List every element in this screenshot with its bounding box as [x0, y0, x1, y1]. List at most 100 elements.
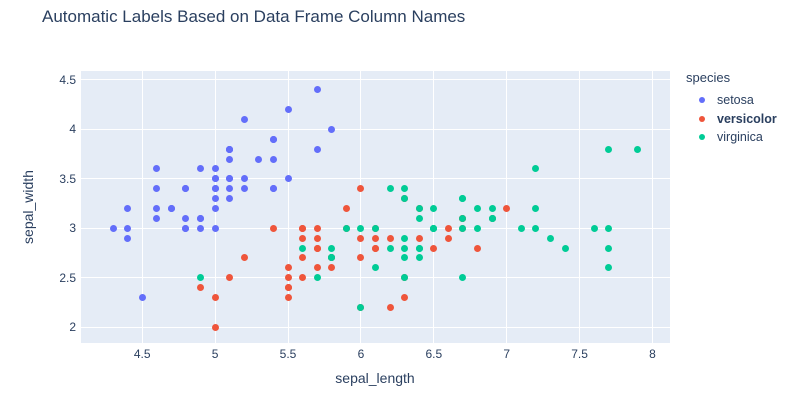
data-point-virginica[interactable]	[517, 224, 525, 232]
data-point-virginica[interactable]	[605, 264, 613, 272]
data-point-virginica[interactable]	[459, 214, 467, 222]
data-point-setosa[interactable]	[182, 185, 190, 193]
data-point-setosa[interactable]	[313, 86, 321, 94]
data-point-virginica[interactable]	[401, 195, 409, 203]
data-point-setosa[interactable]	[226, 175, 234, 183]
data-point-virginica[interactable]	[532, 165, 540, 173]
data-point-setosa[interactable]	[124, 204, 132, 212]
data-point-virginica[interactable]	[401, 274, 409, 282]
data-point-virginica[interactable]	[372, 264, 379, 272]
data-point-versicolor[interactable]	[269, 224, 277, 232]
data-point-virginica[interactable]	[415, 214, 423, 222]
data-point-setosa[interactable]	[211, 195, 219, 203]
data-point-versicolor[interactable]	[372, 244, 379, 252]
data-point-virginica[interactable]	[299, 244, 307, 252]
data-point-versicolor[interactable]	[503, 204, 511, 212]
data-point-virginica[interactable]	[386, 185, 394, 193]
data-point-setosa[interactable]	[211, 165, 219, 173]
data-point-virginica[interactable]	[430, 224, 438, 232]
data-point-versicolor[interactable]	[415, 234, 423, 242]
legend-item-virginica[interactable]: virginica	[686, 128, 777, 147]
data-point-versicolor[interactable]	[313, 224, 321, 232]
data-point-setosa[interactable]	[211, 185, 219, 193]
data-point-virginica[interactable]	[459, 274, 467, 282]
data-point-virginica[interactable]	[561, 244, 569, 252]
data-point-versicolor[interactable]	[299, 254, 307, 262]
data-point-versicolor[interactable]	[313, 244, 321, 252]
data-point-setosa[interactable]	[240, 185, 248, 193]
data-point-versicolor[interactable]	[357, 254, 365, 262]
data-point-virginica[interactable]	[401, 244, 409, 252]
data-point-versicolor[interactable]	[313, 234, 321, 242]
data-point-versicolor[interactable]	[444, 224, 452, 232]
data-point-setosa[interactable]	[182, 224, 190, 232]
data-point-virginica[interactable]	[197, 274, 205, 282]
data-point-versicolor[interactable]	[430, 244, 438, 252]
data-point-versicolor[interactable]	[372, 234, 379, 242]
data-point-setosa[interactable]	[167, 204, 175, 212]
data-point-setosa[interactable]	[153, 185, 161, 193]
data-point-setosa[interactable]	[211, 224, 219, 232]
data-point-virginica[interactable]	[401, 254, 409, 262]
data-point-versicolor[interactable]	[357, 185, 365, 193]
data-point-versicolor[interactable]	[386, 234, 394, 242]
data-point-versicolor[interactable]	[474, 244, 482, 252]
data-point-virginica[interactable]	[532, 204, 540, 212]
data-point-setosa[interactable]	[153, 204, 161, 212]
data-point-setosa[interactable]	[284, 106, 292, 114]
data-point-setosa[interactable]	[226, 185, 234, 193]
data-point-versicolor[interactable]	[357, 234, 365, 242]
data-point-setosa[interactable]	[240, 115, 248, 123]
plot-area[interactable]	[81, 71, 670, 343]
data-point-setosa[interactable]	[211, 204, 219, 212]
data-point-versicolor[interactable]	[284, 294, 292, 301]
data-point-setosa[interactable]	[197, 224, 205, 232]
data-point-setosa[interactable]	[153, 214, 161, 222]
data-point-versicolor[interactable]	[211, 294, 219, 301]
legend-item-versicolor[interactable]: versicolor	[686, 110, 777, 129]
data-point-virginica[interactable]	[372, 224, 379, 232]
data-point-versicolor[interactable]	[328, 264, 336, 272]
data-point-versicolor[interactable]	[284, 274, 292, 282]
data-point-versicolor[interactable]	[299, 234, 307, 242]
data-point-versicolor[interactable]	[284, 264, 292, 272]
data-point-setosa[interactable]	[124, 224, 132, 232]
data-point-virginica[interactable]	[430, 204, 438, 212]
data-point-versicolor[interactable]	[226, 274, 234, 282]
data-point-virginica[interactable]	[605, 244, 613, 252]
data-point-virginica[interactable]	[634, 145, 642, 153]
data-point-versicolor[interactable]	[211, 323, 219, 331]
data-point-setosa[interactable]	[226, 145, 234, 153]
legend-item-setosa[interactable]: setosa	[686, 91, 777, 110]
data-point-virginica[interactable]	[386, 244, 394, 252]
data-point-setosa[interactable]	[211, 175, 219, 183]
data-point-setosa[interactable]	[153, 165, 161, 173]
data-point-versicolor[interactable]	[197, 284, 205, 292]
data-point-virginica[interactable]	[328, 254, 336, 262]
data-point-virginica[interactable]	[357, 303, 365, 311]
data-point-virginica[interactable]	[590, 224, 598, 232]
data-point-versicolor[interactable]	[313, 264, 321, 272]
data-point-setosa[interactable]	[269, 155, 277, 163]
data-point-versicolor[interactable]	[444, 234, 452, 242]
data-point-virginica[interactable]	[415, 254, 423, 262]
data-point-versicolor[interactable]	[240, 254, 248, 262]
data-point-virginica[interactable]	[605, 224, 613, 232]
data-point-virginica[interactable]	[474, 224, 482, 232]
data-point-setosa[interactable]	[197, 214, 205, 222]
data-point-setosa[interactable]	[240, 175, 248, 183]
data-point-versicolor[interactable]	[401, 294, 409, 301]
data-point-virginica[interactable]	[532, 224, 540, 232]
data-point-virginica[interactable]	[488, 214, 496, 222]
data-point-virginica[interactable]	[488, 204, 496, 212]
data-point-setosa[interactable]	[284, 175, 292, 183]
data-point-versicolor[interactable]	[386, 303, 394, 311]
data-point-setosa[interactable]	[182, 214, 190, 222]
data-point-setosa[interactable]	[109, 224, 117, 232]
data-point-setosa[interactable]	[226, 155, 234, 163]
data-point-virginica[interactable]	[313, 274, 321, 282]
data-point-setosa[interactable]	[328, 125, 336, 133]
data-point-virginica[interactable]	[401, 234, 409, 242]
data-point-virginica[interactable]	[401, 185, 409, 193]
data-point-virginica[interactable]	[357, 224, 365, 232]
